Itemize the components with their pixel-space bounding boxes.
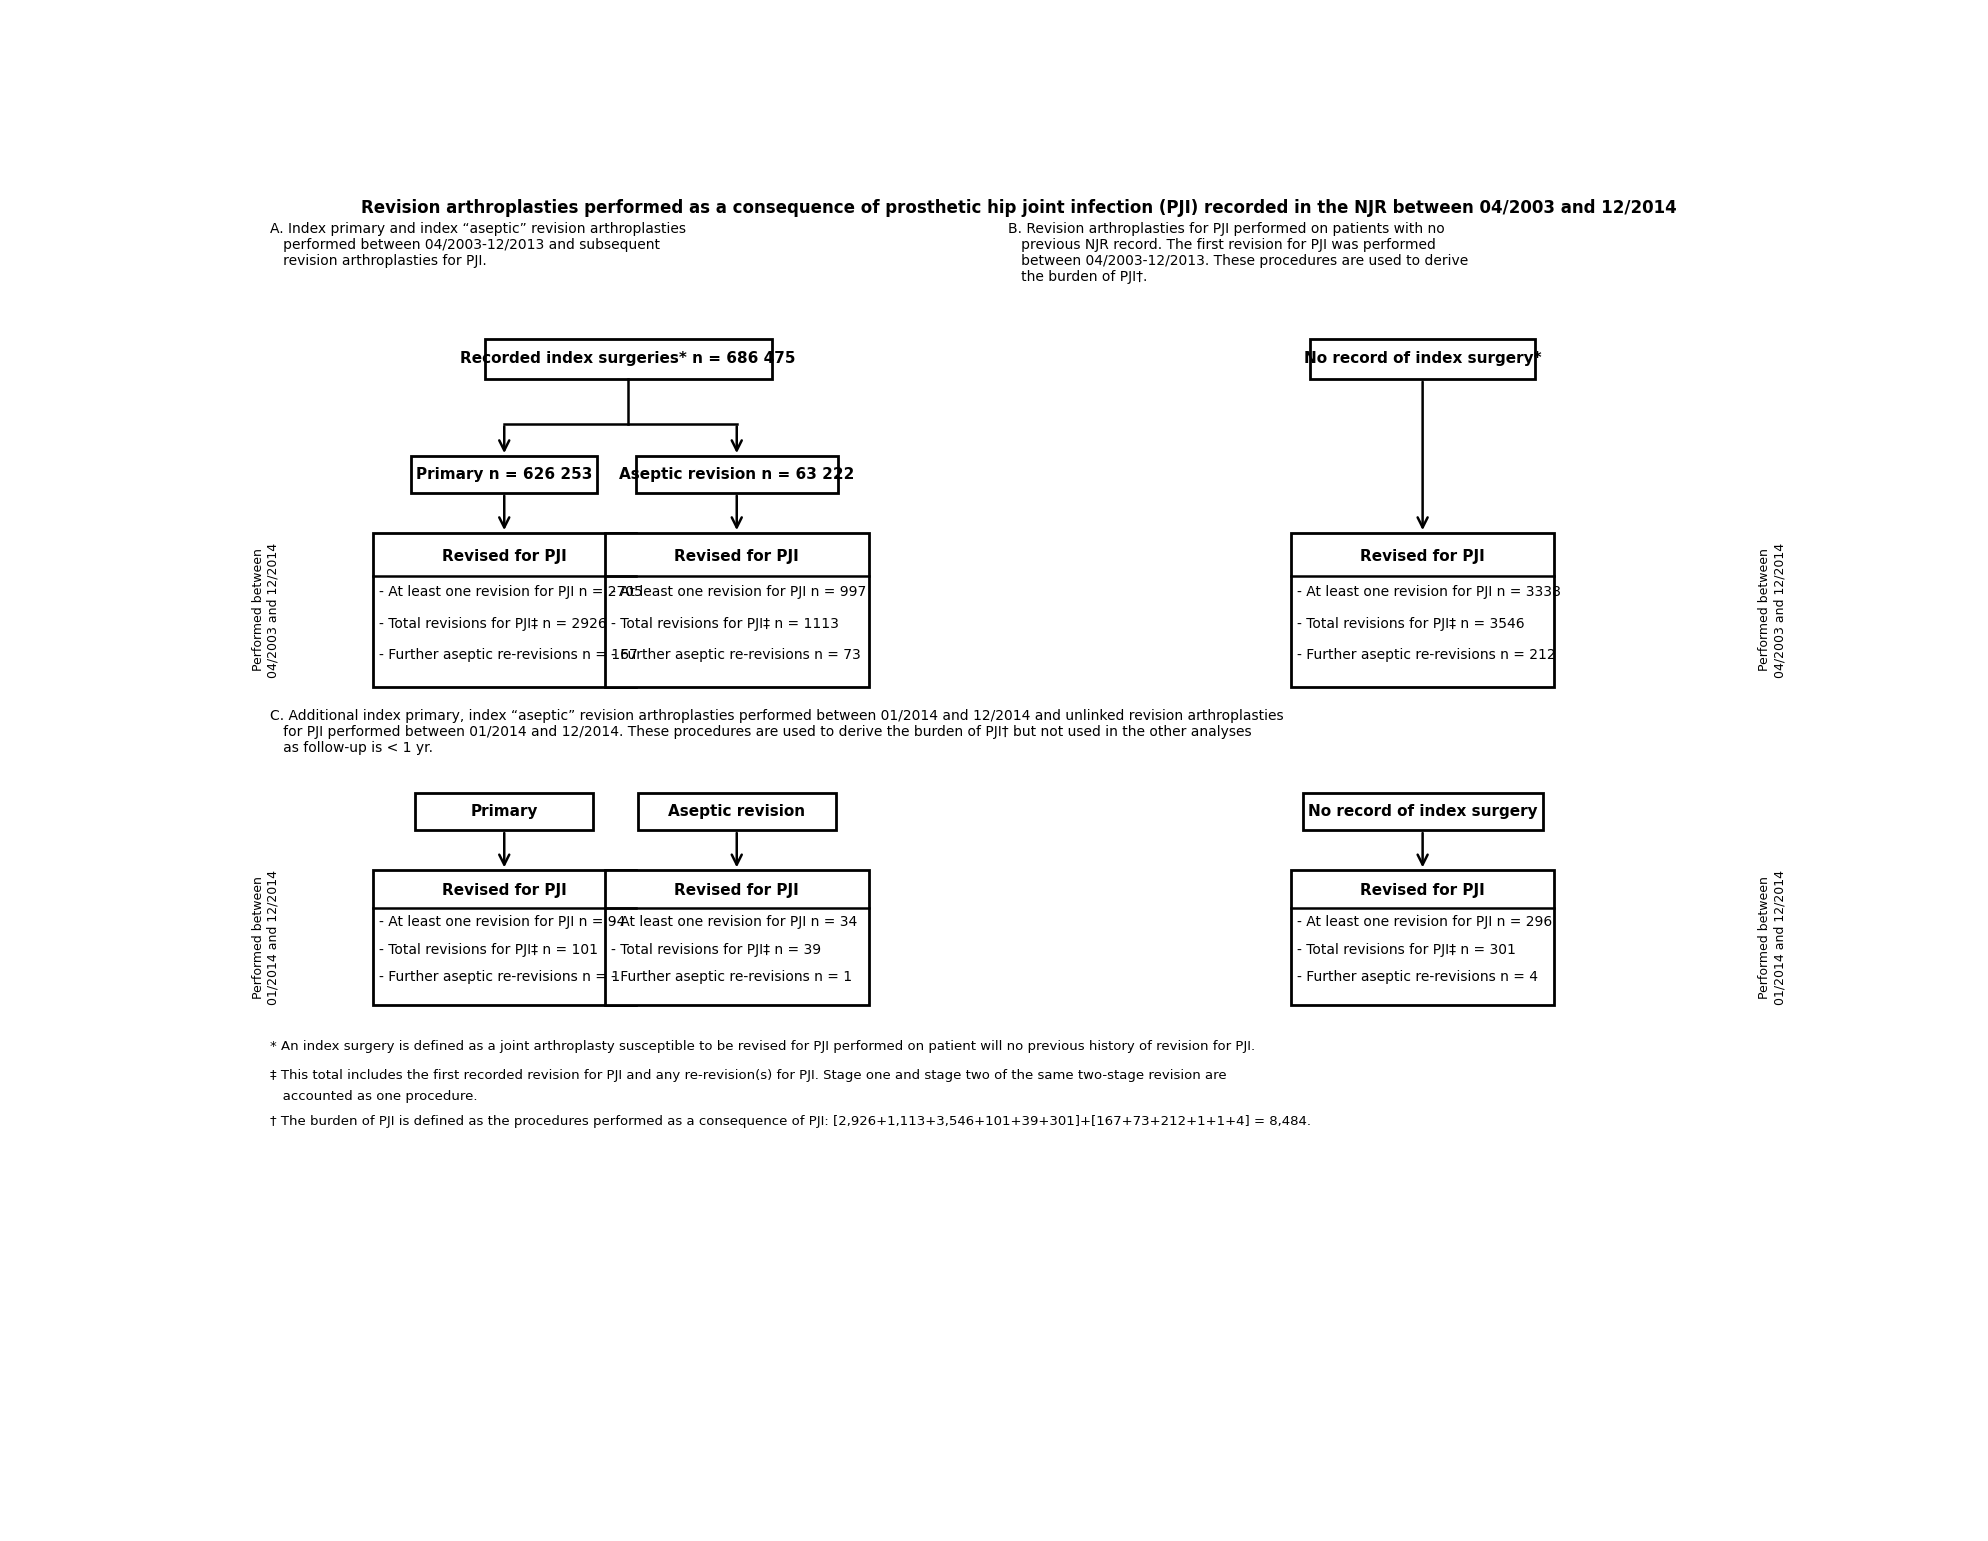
Bar [636, 456, 837, 493]
Text: Revised for PJI: Revised for PJI [1360, 883, 1485, 898]
Text: - Total revisions for PJI‡ n = 101: - Total revisions for PJI‡ n = 101 [378, 943, 598, 957]
Text: - At least one revision for PJI n = 94: - At least one revision for PJI n = 94 [378, 915, 624, 929]
Text: - At least one revision for PJI n = 3338: - At least one revision for PJI n = 3338 [1296, 586, 1561, 599]
Text: - At least one revision for PJI n = 2705: - At least one revision for PJI n = 2705 [378, 586, 642, 599]
Text: - Total revisions for PJI‡ n = 301: - Total revisions for PJI‡ n = 301 [1296, 943, 1517, 957]
Bar [372, 871, 636, 1005]
Text: - At least one revision for PJI n = 997: - At least one revision for PJI n = 997 [610, 586, 867, 599]
Text: - Total revisions for PJI‡ n = 2926: - Total revisions for PJI‡ n = 2926 [378, 616, 606, 630]
Text: - Further aseptic re-revisions n = 212: - Further aseptic re-revisions n = 212 [1296, 649, 1557, 663]
Text: A. Index primary and index “aseptic” revision arthroplasties
   performed betwee: A. Index primary and index “aseptic” rev… [270, 222, 686, 268]
Bar [604, 533, 869, 687]
Text: Revised for PJI: Revised for PJI [674, 883, 799, 898]
Text: - At least one revision for PJI n = 296: - At least one revision for PJI n = 296 [1296, 915, 1553, 929]
Text: No record of index surgery*: No record of index surgery* [1304, 351, 1541, 367]
Text: No record of index surgery: No record of index surgery [1308, 804, 1537, 820]
Text: - Further aseptic re-revisions n = 1: - Further aseptic re-revisions n = 1 [378, 971, 620, 985]
Text: † The burden of PJI is defined as the procedures performed as a consequence of P: † The burden of PJI is defined as the pr… [270, 1116, 1312, 1128]
Text: - Total revisions for PJI‡ n = 39: - Total revisions for PJI‡ n = 39 [610, 943, 821, 957]
Text: - Further aseptic re-revisions n = 4: - Further aseptic re-revisions n = 4 [1296, 971, 1539, 985]
Text: - Further aseptic re-revisions n = 73: - Further aseptic re-revisions n = 73 [610, 649, 861, 663]
Text: accounted as one procedure.: accounted as one procedure. [270, 1091, 477, 1103]
Text: - Total revisions for PJI‡ n = 1113: - Total revisions for PJI‡ n = 1113 [610, 616, 839, 630]
Text: C. Additional index primary, index “aseptic” revision arthroplasties performed b: C. Additional index primary, index “asep… [270, 709, 1284, 755]
Bar [1310, 339, 1535, 379]
Text: - Further aseptic re-revisions n = 1: - Further aseptic re-revisions n = 1 [610, 971, 853, 985]
Text: Aseptic revision n = 63 222: Aseptic revision n = 63 222 [618, 467, 855, 482]
Text: Revised for PJI: Revised for PJI [674, 549, 799, 564]
Text: Performed between
04/2003 and 12/2014: Performed between 04/2003 and 12/2014 [1757, 542, 1785, 678]
Text: Performed between
01/2014 and 12/2014: Performed between 01/2014 and 12/2014 [252, 871, 280, 1005]
Text: - At least one revision for PJI n = 34: - At least one revision for PJI n = 34 [610, 915, 857, 929]
Bar [1290, 533, 1555, 687]
Text: Revision arthroplasties performed as a consequence of prosthetic hip joint infec: Revision arthroplasties performed as a c… [362, 199, 1676, 217]
Bar [485, 339, 771, 379]
Text: Performed between
04/2003 and 12/2014: Performed between 04/2003 and 12/2014 [252, 542, 280, 678]
Text: - Further aseptic re-revisions n = 167: - Further aseptic re-revisions n = 167 [378, 649, 638, 663]
Text: Revised for PJI: Revised for PJI [441, 549, 567, 564]
Text: Aseptic revision: Aseptic revision [668, 804, 805, 820]
Bar [415, 794, 592, 831]
Text: Recorded index surgeries* n = 686 475: Recorded index surgeries* n = 686 475 [461, 351, 795, 367]
Bar [1290, 871, 1555, 1005]
Bar [1302, 794, 1543, 831]
Text: Revised for PJI: Revised for PJI [441, 883, 567, 898]
Bar [638, 794, 835, 831]
Bar [372, 533, 636, 687]
Text: ‡ This total includes the first recorded revision for PJI and any re-revision(s): ‡ This total includes the first recorded… [270, 1069, 1227, 1082]
Text: B. Revision arthroplasties for PJI performed on patients with no
   previous NJR: B. Revision arthroplasties for PJI perfo… [1008, 222, 1469, 285]
Text: - Total revisions for PJI‡ n = 3546: - Total revisions for PJI‡ n = 3546 [1296, 616, 1525, 630]
Text: Primary: Primary [471, 804, 539, 820]
Bar [604, 871, 869, 1005]
Text: Performed between
01/2014 and 12/2014: Performed between 01/2014 and 12/2014 [1757, 871, 1785, 1005]
Text: Primary n = 626 253: Primary n = 626 253 [415, 467, 592, 482]
Bar [412, 456, 596, 493]
Text: Revised for PJI: Revised for PJI [1360, 549, 1485, 564]
Text: * An index surgery is defined as a joint arthroplasty susceptible to be revised : * An index surgery is defined as a joint… [270, 1040, 1254, 1053]
